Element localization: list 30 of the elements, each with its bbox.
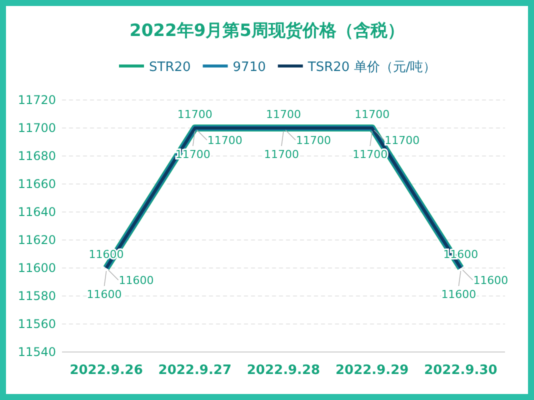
chart-title: 2022年9月第5周现货价格（含税）: [130, 21, 404, 41]
x-tick-label: 2022.9.30: [424, 363, 498, 378]
data-label: 11700: [354, 108, 390, 121]
y-tick-label: 11580: [18, 289, 56, 303]
y-tick-label: 11720: [18, 93, 56, 107]
data-label: 11700: [264, 148, 299, 161]
data-label: 11700: [207, 134, 242, 147]
y-tick-label: 11680: [18, 149, 56, 163]
y-tick-label: 11640: [18, 205, 56, 219]
data-label: 11700: [266, 108, 301, 121]
x-tick-label: 2022.9.29: [336, 363, 409, 378]
y-tick-label: 11660: [18, 177, 56, 191]
legend-label: TSR20 单价（元/吨）: [306, 60, 436, 75]
x-tick-label: 2022.9.27: [158, 363, 232, 378]
x-tick-label: 2022.9.26: [70, 363, 143, 378]
data-label: 11600: [473, 274, 508, 287]
legend-label: STR20: [149, 60, 191, 75]
y-tick-label: 11700: [18, 121, 56, 135]
data-label: 11700: [384, 134, 420, 147]
legend-label: 9710: [232, 60, 266, 75]
y-tick-label: 11600: [18, 261, 56, 275]
data-label: 11700: [296, 134, 331, 147]
y-tick-label: 11560: [18, 317, 56, 331]
data-label: 11600: [118, 274, 154, 287]
data-label: 11600: [441, 288, 476, 301]
x-tick-label: 2022.9.28: [246, 363, 320, 378]
y-tick-label: 11620: [18, 233, 56, 247]
data-label: 11600: [86, 288, 122, 301]
y-tick-label: 11540: [18, 345, 56, 359]
data-label: 11700: [177, 108, 212, 121]
